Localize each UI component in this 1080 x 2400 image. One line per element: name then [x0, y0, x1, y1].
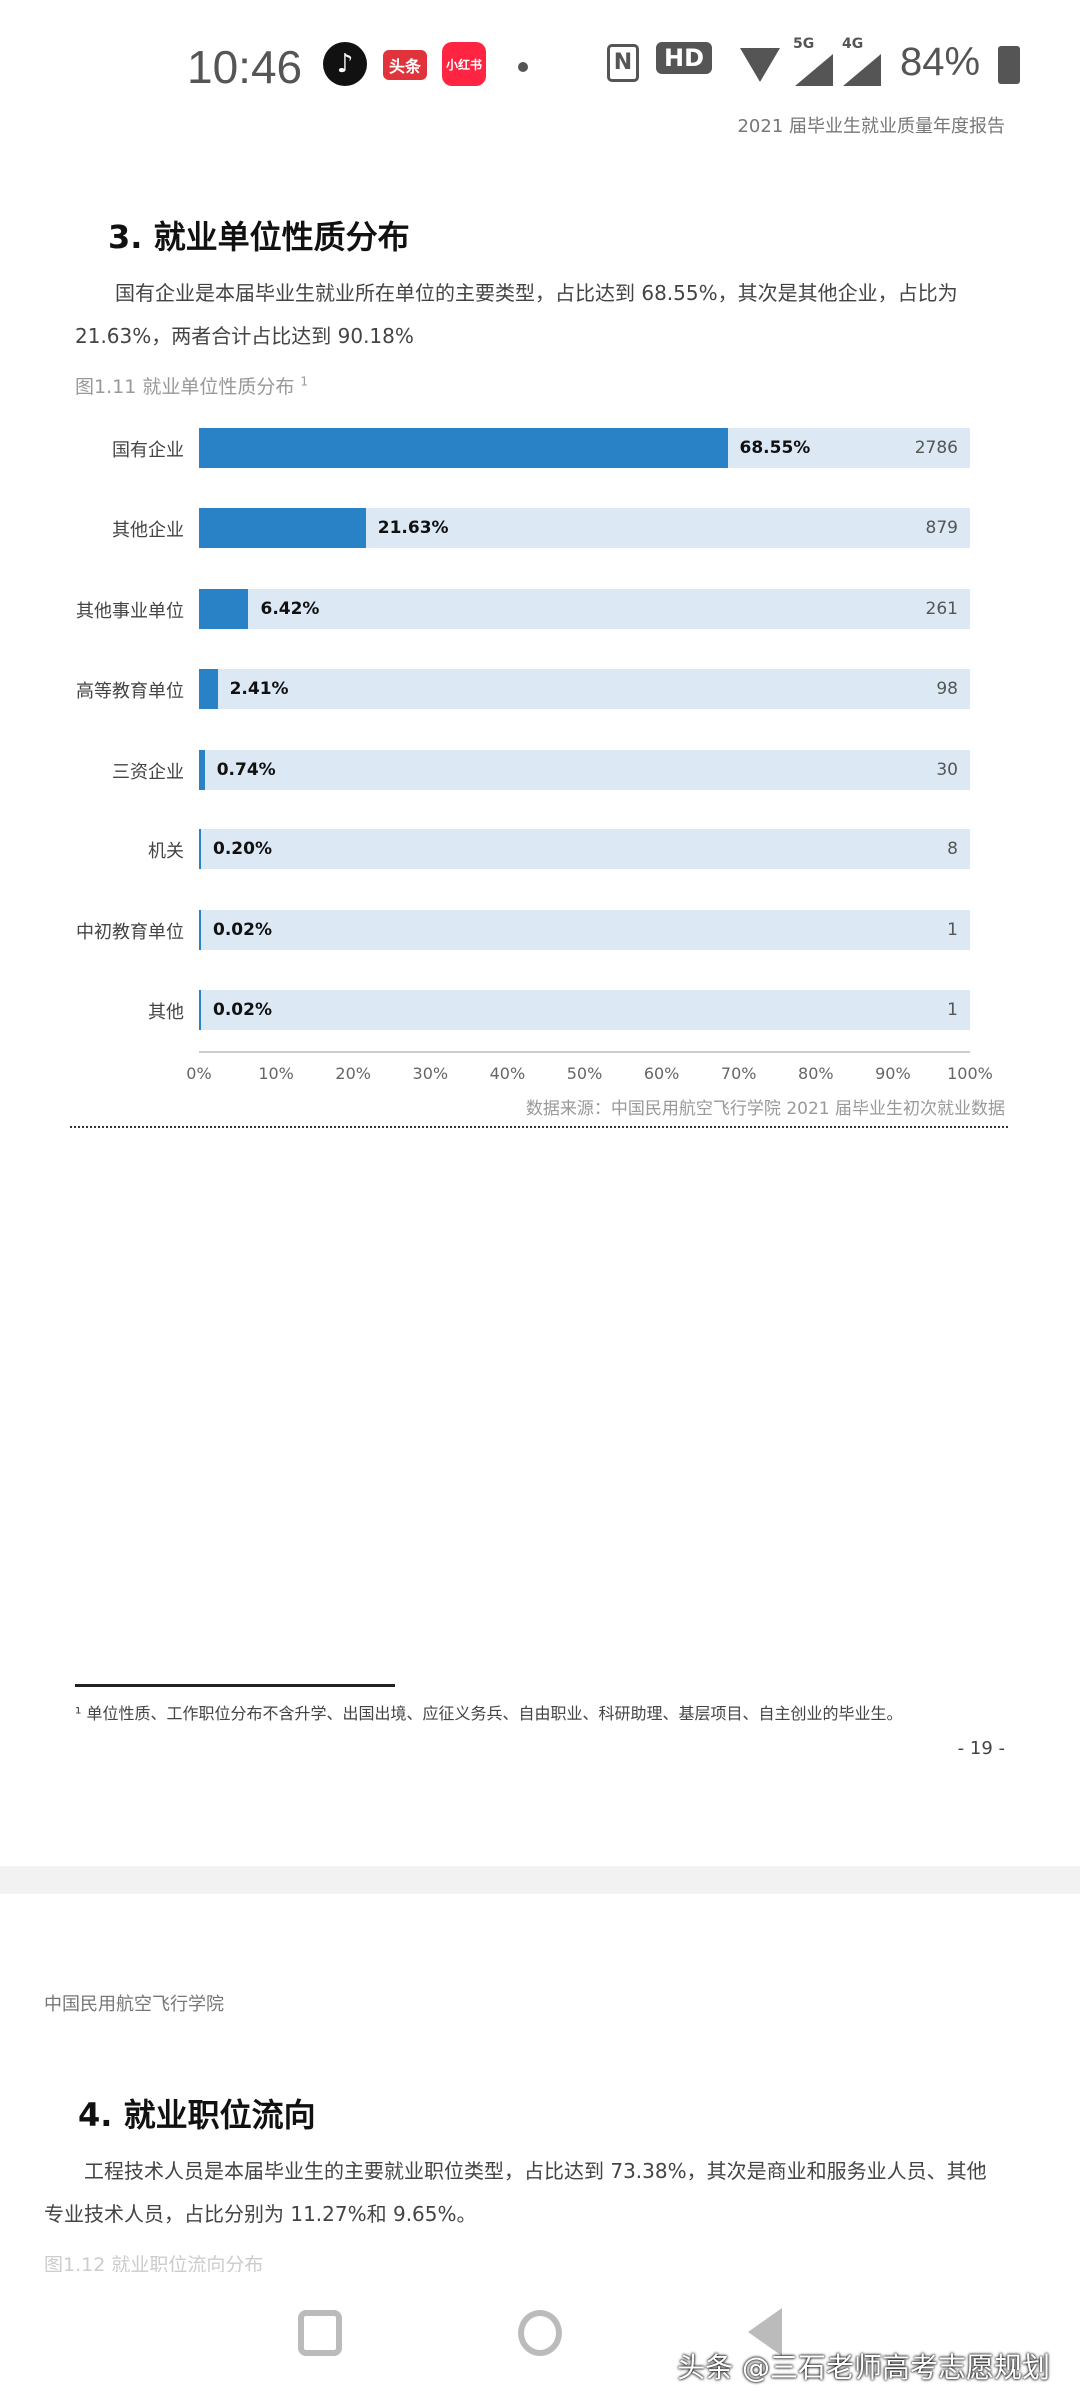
footnote-rule [75, 1684, 395, 1687]
battery-icon [998, 46, 1020, 84]
paragraph-line: 国有企业是本届毕业生就业所在单位的主要类型，占比达到 68.55%，其次是其他企… [115, 281, 958, 305]
bar [199, 428, 728, 468]
category-label: 中初教育单位 [76, 922, 184, 943]
x-tick-label: 100% [947, 1064, 993, 1083]
5g-label: 5G [793, 36, 815, 52]
x-axis-line [199, 1051, 970, 1053]
bar [199, 910, 201, 950]
x-tick-label: 30% [412, 1064, 449, 1083]
4g-label: 4G [842, 36, 864, 52]
x-tick-label: 0% [186, 1064, 212, 1083]
value-label: 68.55% [739, 438, 811, 458]
section-heading: 3. 就业单位性质分布 [108, 218, 410, 256]
count-label: 1 [947, 1000, 958, 1020]
data-source: 数据来源：中国民用航空飞行学院 2021 届毕业生初次就业数据 [525, 1099, 1005, 1119]
category-label: 其他企业 [112, 520, 184, 541]
recents-button[interactable] [298, 2310, 342, 2356]
clock: 10:46 [187, 41, 303, 93]
signal-5g-icon [795, 54, 833, 86]
value-label: 0.20% [213, 839, 272, 859]
dotted-divider [70, 1126, 1008, 1128]
bar [199, 508, 366, 548]
category-label: 其他 [148, 1002, 184, 1023]
bar [199, 990, 201, 1030]
bar-chart: 国有企业 68.55% 2786 其他企业 21.63% 879 其他事业单位 6.42% 26… [0, 420, 1080, 1083]
watermark: 头条 @三石老师高考志愿规划 [677, 2351, 1050, 2384]
paragraph-line: 21.63%，两者合计占比达到 90.18% [75, 324, 414, 348]
bar [199, 829, 201, 869]
wifi-icon [740, 48, 780, 82]
org-header: 中国民用航空飞行学院 [44, 1994, 224, 2015]
back-button[interactable] [748, 2308, 782, 2356]
count-label: 8 [947, 839, 958, 859]
value-label: 21.63% [377, 518, 449, 538]
x-tick-label: 20% [335, 1064, 371, 1083]
x-tick-label: 10% [258, 1064, 294, 1083]
page-separator [0, 1866, 1080, 1894]
bar-track: 0.02% 1 [199, 990, 970, 1030]
paragraph-line: 工程技术人员是本届毕业生的主要就业职位类型，占比达到 73.38%，其次是商业和… [84, 2159, 987, 2183]
category-label: 高等教育单位 [76, 681, 184, 702]
status-bar: 10:46 ♪ 头条 小红书 N HD 5G 4G 84% [0, 36, 1080, 100]
report-header: 2021 届毕业生就业质量年度报告 [737, 116, 1005, 137]
bar-row: 三资企业 0.74% 30 [0, 750, 1080, 790]
bar-track: 0.20% 8 [199, 829, 970, 869]
count-label: 2786 [914, 438, 958, 458]
battery-percent: 84% [900, 40, 981, 84]
caption-text: 图1.11 就业单位性质分布 [75, 376, 295, 398]
category-label: 其他事业单位 [76, 601, 184, 622]
count-label: 98 [936, 679, 958, 699]
count-label: 879 [925, 518, 958, 538]
signal-4g-icon [843, 54, 881, 86]
count-label: 30 [936, 760, 958, 780]
bar [199, 589, 249, 629]
toutiao-icon: 头条 [383, 50, 427, 80]
bar-row: 中初教育单位 0.02% 1 [0, 910, 1080, 950]
bar-row: 国有企业 68.55% 2786 [0, 428, 1080, 468]
x-tick-label: 90% [875, 1064, 911, 1083]
count-label: 1 [947, 920, 958, 940]
x-tick-label: 60% [643, 1064, 680, 1083]
section-heading: 4. 就业职位流向 [78, 2096, 316, 2134]
x-tick-label: 70% [720, 1064, 757, 1083]
bar-track: 0.02% 1 [199, 910, 970, 950]
hd-icon: HD [656, 42, 713, 74]
bar-row: 机关 0.20% 8 [0, 829, 1080, 869]
figure-caption: 图1.11 就业单位性质分布 1 [75, 372, 308, 399]
notification-dot-icon [518, 62, 528, 72]
x-tick-label: 80% [798, 1064, 834, 1083]
bar [199, 750, 205, 790]
bar-row: 其他企业 21.63% 879 [0, 508, 1080, 548]
bar-row: 其他 0.02% 1 [0, 990, 1080, 1030]
nfc-icon: N [607, 44, 639, 82]
category-label: 三资企业 [112, 762, 184, 783]
bar-track: 68.55% 2786 [199, 428, 970, 468]
bar-track: 0.74% 30 [199, 750, 970, 790]
page-number: - 19 - [957, 1738, 1005, 1759]
x-tick-label: 50% [566, 1064, 603, 1083]
bar-row: 高等教育单位 2.41% 98 [0, 669, 1080, 709]
value-label: 0.02% [213, 920, 272, 940]
value-label: 2.41% [229, 679, 289, 699]
bar-row: 其他事业单位 6.42% 261 [0, 589, 1080, 629]
category-label: 国有企业 [112, 440, 184, 461]
category-label: 机关 [148, 841, 184, 862]
value-label: 6.42% [260, 599, 320, 619]
bar-track: 2.41% 98 [199, 669, 970, 709]
bar [199, 669, 218, 709]
paragraph-line: 专业技术人员，占比分别为 11.27%和 9.65%。 [44, 2202, 477, 2226]
value-label: 0.74% [216, 760, 276, 780]
value-label: 0.02% [213, 1000, 272, 1020]
xiaohongshu-icon: 小红书 [442, 42, 486, 86]
home-button[interactable] [518, 2310, 562, 2356]
tiktok-icon: ♪ [323, 42, 367, 86]
figure-caption: 图1.12 就业职位流向分布 [44, 2254, 264, 2272]
bar-track: 6.42% 261 [199, 589, 970, 629]
footnote: ¹ 单位性质、工作职位分布不含升学、出国出境、应征义务兵、自由职业、科研助理、基… [75, 1704, 903, 1723]
x-tick-label: 40% [489, 1064, 526, 1083]
footnote-ref: 1 [300, 374, 309, 389]
count-label: 261 [925, 599, 958, 619]
bar-track: 21.63% 879 [199, 508, 970, 548]
